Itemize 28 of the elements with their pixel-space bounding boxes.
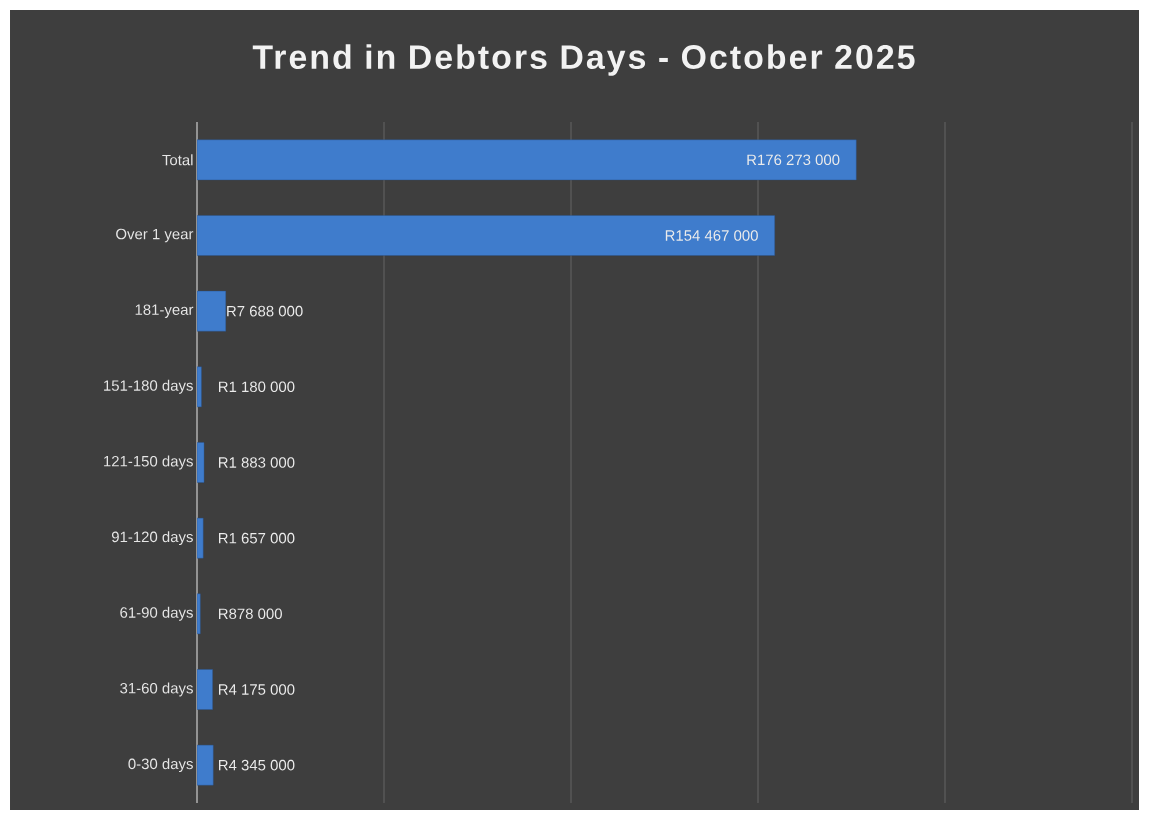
y-tick-label: 61-90 days — [120, 606, 193, 621]
bar — [197, 366, 202, 408]
y-tick-label: 181-year — [135, 304, 194, 318]
data-label: R4 345 000 — [219, 759, 295, 771]
y-tick-label: 91-120 days — [111, 531, 193, 546]
y-tick-label: 151-180 days — [104, 379, 193, 394]
bar — [197, 517, 204, 559]
bar — [197, 744, 214, 786]
bar — [197, 290, 226, 332]
y-tick-label: Over 1 year — [116, 228, 194, 243]
bar — [197, 139, 857, 181]
bar — [197, 442, 205, 483]
y-tick-label: Total — [162, 154, 193, 166]
data-label: R4 175 000 — [219, 684, 295, 695]
bar — [197, 215, 775, 256]
bar — [197, 593, 201, 635]
bar — [197, 669, 213, 710]
data-label: R1 883 000 — [219, 457, 295, 468]
data-label: R7 688 000 — [227, 305, 303, 317]
data-label: R878 000 — [219, 608, 282, 620]
data-label: R154 467 000 — [665, 230, 758, 241]
data-label: R1 657 000 — [219, 532, 295, 544]
data-label: R1 180 000 — [219, 381, 295, 393]
y-tick-label: 31-60 days — [120, 682, 193, 697]
chart-title: Trend in Debtors Days - October 2025 — [252, 44, 915, 76]
y-tick-label: 0-30 days — [128, 758, 193, 773]
y-tick-label: 121-150 days — [104, 455, 193, 470]
data-label: R176 273 000 — [747, 154, 840, 166]
